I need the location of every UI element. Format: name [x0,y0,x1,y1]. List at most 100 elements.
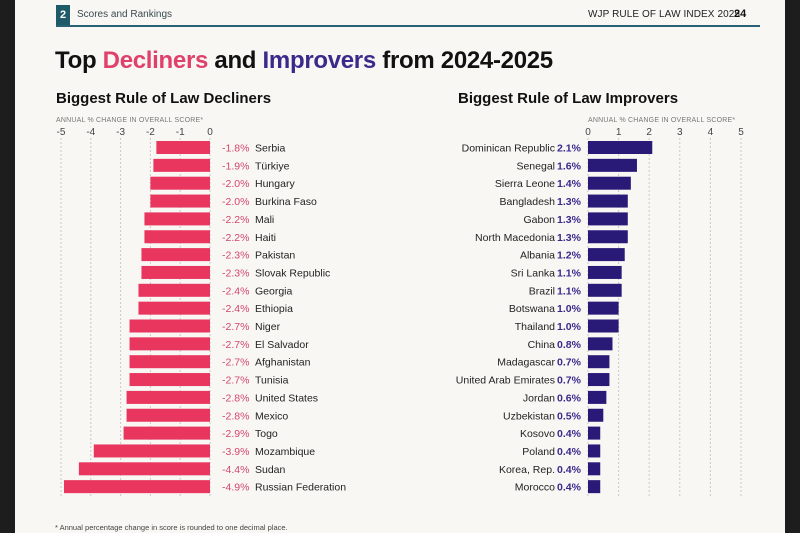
decliner-value-label: -4.4% [222,464,249,476]
improver-bar [588,426,601,440]
improver-value-label: 0.7% [557,357,582,369]
improver-country-label: Sierra Leone [495,178,555,190]
decliner-value-label: -2.2% [222,214,249,226]
improver-value-label: 1.1% [557,285,582,297]
decliner-bar [156,141,210,154]
improver-value-label: 0.6% [557,392,582,404]
decliner-value-label: -2.9% [222,428,249,440]
decliner-value-label: -2.0% [222,196,249,208]
improver-value-label: 0.4% [557,428,582,440]
decliner-bar [78,462,210,476]
decliner-country-label: Tunisia [255,375,289,387]
decliner-country-label: Georgia [255,285,293,297]
improver-bar [588,158,637,172]
decliner-bar [93,444,210,458]
improver-value-label: 1.3% [557,214,582,226]
decliner-country-label: Niger [255,321,281,333]
improver-bar [588,390,607,404]
decliner-bar [141,248,210,262]
improver-value-label: 0.4% [557,464,582,476]
improver-country-label: Jordan [523,392,555,404]
improvers-tick-label: 0 [585,127,591,138]
decliner-country-label: Burkina Faso [255,196,317,208]
improver-value-label: 1.6% [557,160,582,172]
improver-country-label: Korea, Rep. [499,464,555,476]
improver-value-label: 2.1% [557,143,582,155]
decliner-bar [150,176,210,190]
improver-value-label: 1.3% [557,232,582,244]
page-title: Top Decliners and Improvers from 2024-20… [55,47,553,75]
improver-value-label: 0.4% [557,446,582,458]
title-suffix: from 2024-2025 [375,47,553,74]
decliner-value-label: -2.7% [222,375,249,387]
decliner-value-label: -1.8% [222,143,249,155]
improver-bar [588,373,610,387]
improver-country-label: Uzbekistan [503,410,555,422]
decliner-country-label: Togo [255,428,278,440]
improver-country-label: Brazil [529,285,555,297]
decliner-country-label: Sudan [255,464,286,476]
decliner-value-label: -2.8% [222,392,249,404]
decliner-value-label: -2.4% [222,285,249,297]
improver-bar [588,230,628,244]
decliner-country-label: Russian Federation [255,482,346,494]
decliner-country-label: Mali [255,214,274,226]
improver-bar [588,176,631,190]
improvers-axis-label: ANNUAL % CHANGE IN OVERALL SCORE* [588,117,736,124]
improver-bar [588,462,601,476]
improver-bar [588,248,625,262]
report-title: WJP RULE OF LAW INDEX 2025 [588,9,741,20]
decliners-tick-label: -2 [146,127,155,138]
decliner-country-label: Serbia [255,143,286,155]
decliner-country-label: Ethiopia [255,303,293,315]
improver-bar [588,355,610,369]
decliner-bar [138,301,210,315]
improver-country-label: Albania [520,250,555,262]
improver-value-label: 0.7% [557,375,582,387]
decliner-value-label: -1.9% [222,160,249,172]
decliner-country-label: El Salvador [255,339,309,351]
title-improvers-word: Improvers [262,47,377,74]
improver-value-label: 0.5% [557,410,582,422]
improver-value-label: 1.0% [557,321,582,333]
improver-bar [588,141,653,154]
improvers-tick-label: 5 [738,127,744,138]
header-divider [56,25,760,27]
improver-country-label: Kosovo [520,428,555,440]
decliner-country-label: Afghanistan [255,357,311,369]
improver-country-label: Dominican Republic [462,143,555,155]
improver-country-label: Bangladesh [500,196,556,208]
decliner-value-label: -2.3% [222,267,249,279]
improver-value-label: 1.4% [557,178,582,190]
decliners-tick-label: -3 [116,127,125,138]
decliner-country-label: Türkiye [255,160,290,172]
improvers-tick-label: 3 [677,127,683,138]
footnote: * Annual percentage change in score is r… [55,523,288,532]
improver-bar [588,194,628,208]
decliner-bar [144,230,210,244]
decliner-bar [63,480,211,494]
title-decliners-word: Decliners [102,47,209,74]
improvers-tick-label: 4 [708,127,714,138]
decliner-country-label: Slovak Republic [255,267,330,279]
decliner-bar [126,408,210,422]
decliner-country-label: Haiti [255,232,276,244]
improver-bar [588,283,622,297]
improver-bar [588,301,619,315]
improver-country-label: China [528,339,556,351]
improver-country-label: Poland [522,446,555,458]
decliner-value-label: -3.9% [222,446,249,458]
decliner-value-label: -2.3% [222,250,249,262]
improver-value-label: 0.4% [557,482,582,494]
decliners-axis-label: ANNUAL % CHANGE IN OVERALL SCORE* [56,117,204,124]
decliner-country-label: Mexico [255,410,288,422]
improvers-tick-label: 2 [646,127,652,138]
improver-bar [588,319,619,333]
decliner-value-label: -2.0% [222,178,249,190]
decliner-bar [129,319,210,333]
section-number-badge: 2 [56,5,70,26]
improver-bar [588,337,613,351]
improver-country-label: Senegal [516,160,555,172]
title-middle: and [208,47,263,74]
